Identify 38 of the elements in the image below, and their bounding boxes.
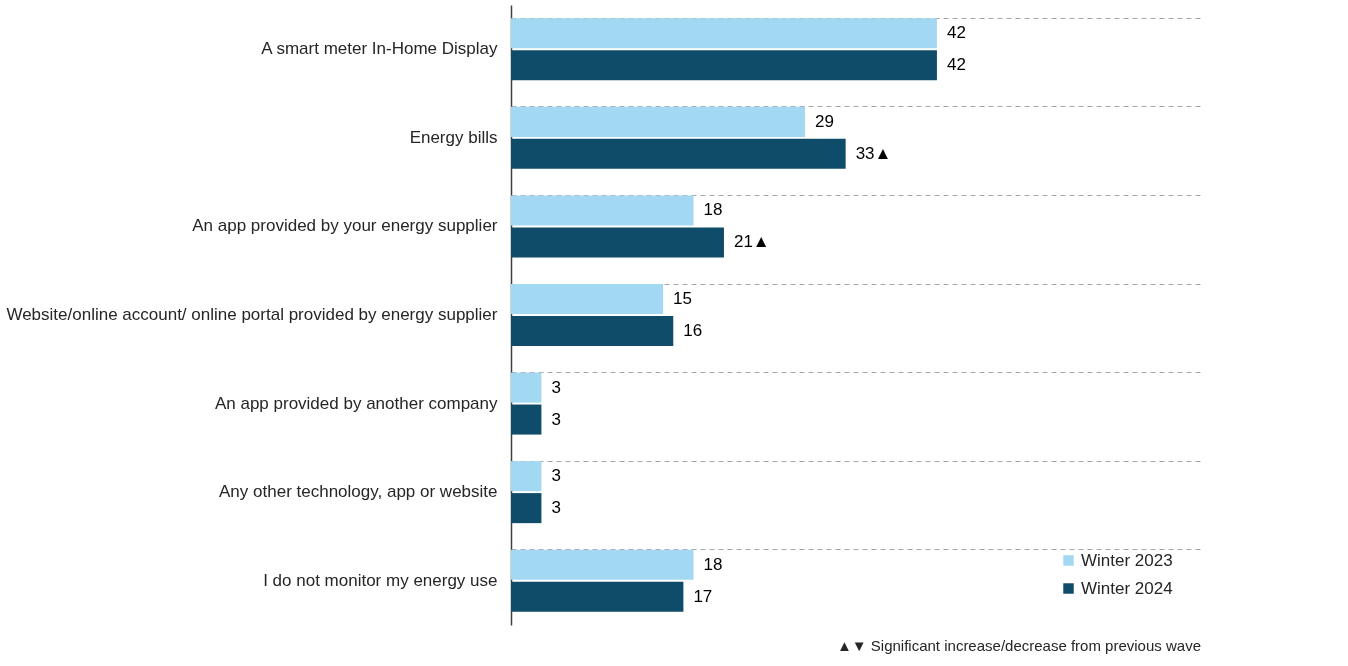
data-label: 3	[551, 409, 561, 429]
bar	[511, 50, 937, 81]
bar	[511, 549, 694, 580]
data-label: 21▲	[733, 232, 770, 252]
data-label: 33▲	[855, 143, 892, 163]
y-tick-label: Any other technology, app or website	[219, 482, 498, 502]
data-label: 17	[693, 586, 713, 606]
legend-label: Winter 2024	[1081, 578, 1173, 598]
text: ▲▼ Significant increase/decrease from previous wave	[836, 637, 1201, 654]
data-label: 3	[551, 498, 561, 518]
bar	[511, 195, 694, 226]
bar	[511, 18, 937, 49]
bar	[511, 138, 846, 169]
data-label: 29	[815, 111, 835, 131]
bar	[511, 493, 542, 524]
data-label: 18	[703, 200, 723, 220]
y-tick-label: Energy bills	[409, 127, 498, 147]
bar	[511, 227, 724, 258]
legend-label: Winter 2023	[1081, 550, 1173, 570]
bar	[511, 404, 542, 435]
data-label: 42	[946, 23, 966, 43]
bar	[511, 461, 542, 492]
data-label: 15	[673, 289, 693, 309]
data-label: 18	[703, 554, 723, 574]
data-label: 3	[551, 377, 561, 397]
y-tick-label: I do not monitor my energy use	[263, 570, 498, 590]
data-label: 16	[683, 320, 703, 340]
bar	[511, 106, 806, 137]
bar	[511, 315, 674, 346]
y-tick-label: A smart meter In-Home Display	[261, 39, 498, 59]
y-tick-label: Website/online account/ online portal provided by energy supplier	[6, 305, 498, 324]
bar	[511, 372, 542, 403]
bar	[511, 284, 664, 315]
y-tick-label: An app provided by another company	[214, 393, 498, 413]
data-label: 3	[551, 466, 561, 486]
bar	[511, 581, 684, 612]
y-tick-label: An app provided by your energy supplier	[192, 216, 498, 236]
data-label: 42	[946, 55, 966, 75]
